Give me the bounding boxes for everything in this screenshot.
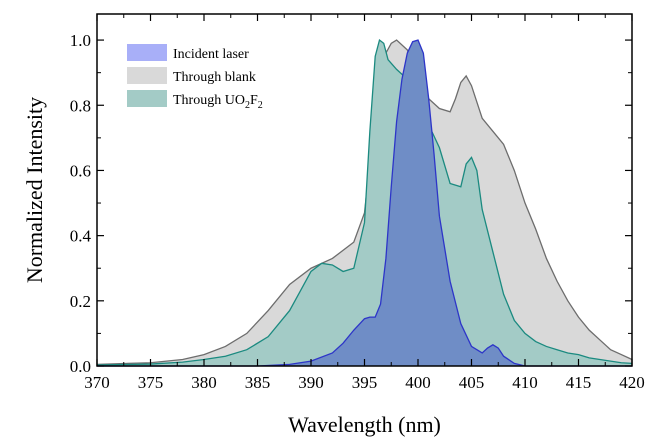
x-tick-label: 400 <box>405 373 431 392</box>
x-tick-label: 420 <box>619 373 645 392</box>
x-tick-label: 370 <box>84 373 110 392</box>
y-axis-title: Normalized Intensity <box>22 97 47 283</box>
legend-uo2f2-main: Through UO <box>173 93 245 108</box>
y-tick-label: 0.6 <box>70 161 91 180</box>
legend-swatch-through-blank <box>127 67 167 84</box>
x-tick-label: 410 <box>512 373 538 392</box>
series-area-through-uo2f2 <box>97 40 632 367</box>
x-tick-label: 385 <box>245 373 271 392</box>
x-tick-label: 395 <box>352 373 378 392</box>
series-line-incident-laser <box>97 39 632 367</box>
legend-uo2f2-sub1: 2 <box>245 100 250 111</box>
legend-label-through-blank: Through blank <box>173 70 256 85</box>
x-tick-label: 405 <box>459 373 485 392</box>
x-tick-label: 380 <box>191 373 217 392</box>
y-tick-label: 1.0 <box>70 31 91 50</box>
y-tick-label: 0.0 <box>70 357 91 376</box>
y-tick-label: 0.8 <box>70 96 91 115</box>
x-axis-title: Wavelength (nm) <box>288 412 441 437</box>
legend-swatch-through-uo2f2 <box>127 90 167 107</box>
series-line-through-blank <box>96 39 633 366</box>
legend-label-through-uo2f2: Through UO2F2 <box>173 93 263 111</box>
x-tick-label: 375 <box>138 373 164 392</box>
x-tick-label: 390 <box>298 373 324 392</box>
series-layer <box>96 38 633 367</box>
y-tick-label: 0.4 <box>70 227 92 246</box>
legend-uo2f2-sub2: 2 <box>258 100 263 111</box>
legend-uo2f2-mid: F <box>250 93 258 108</box>
legend: Incident laser Through blank Through UO2… <box>127 44 263 111</box>
x-tick-label: 415 <box>566 373 592 392</box>
y-tick-label: 0.2 <box>70 292 91 311</box>
legend-label-incident-laser: Incident laser <box>173 47 249 62</box>
legend-swatch-incident-laser <box>127 44 167 61</box>
ticks-layer: 370 375 380 385 390 395 400 405 410 415 420 0.0 0.2 0… <box>70 14 645 392</box>
